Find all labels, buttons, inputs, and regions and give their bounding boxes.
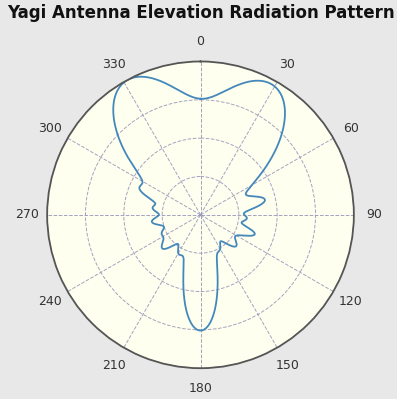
Title: Yagi Antenna Elevation Radiation Pattern: Yagi Antenna Elevation Radiation Pattern (7, 4, 394, 22)
